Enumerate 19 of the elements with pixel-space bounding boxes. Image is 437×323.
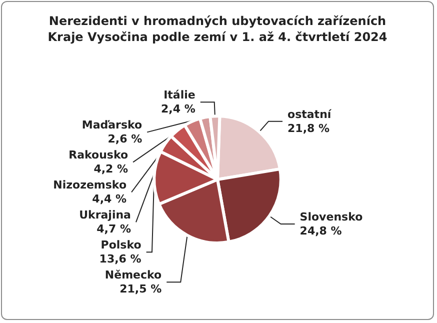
slice-label: Nizozemsko xyxy=(53,178,127,192)
data-label: 13,6 % xyxy=(99,252,142,266)
slice-label: Rakousko xyxy=(68,148,128,162)
data-label: 4,4 % xyxy=(92,192,127,206)
chart-title: Nerezidenti v hromadných ubytovacích zařízeních Kraje Vysočina podle zemí v 1. až 4. čtvrtletí 2024 xyxy=(48,14,388,44)
data-label: 2,6 % xyxy=(108,132,142,146)
slice-label: Itálie xyxy=(164,88,196,102)
slice-label: Maďarsko xyxy=(82,118,143,132)
slice-label: Německo xyxy=(104,268,162,282)
slice-label: ostatní xyxy=(288,108,332,121)
slice-label: Polsko xyxy=(100,238,142,252)
data-label: 21,5 % xyxy=(120,282,162,296)
data-label: 2,4 % xyxy=(161,102,196,116)
slice-label: Slovensko xyxy=(300,210,364,224)
data-label: 4,2 % xyxy=(94,162,128,176)
data-label: 21,8 % xyxy=(288,122,330,135)
data-label: 4,7 % xyxy=(96,222,131,236)
data-label: 24,8 % xyxy=(300,224,342,238)
slice-label: Ukrajina xyxy=(79,208,131,222)
